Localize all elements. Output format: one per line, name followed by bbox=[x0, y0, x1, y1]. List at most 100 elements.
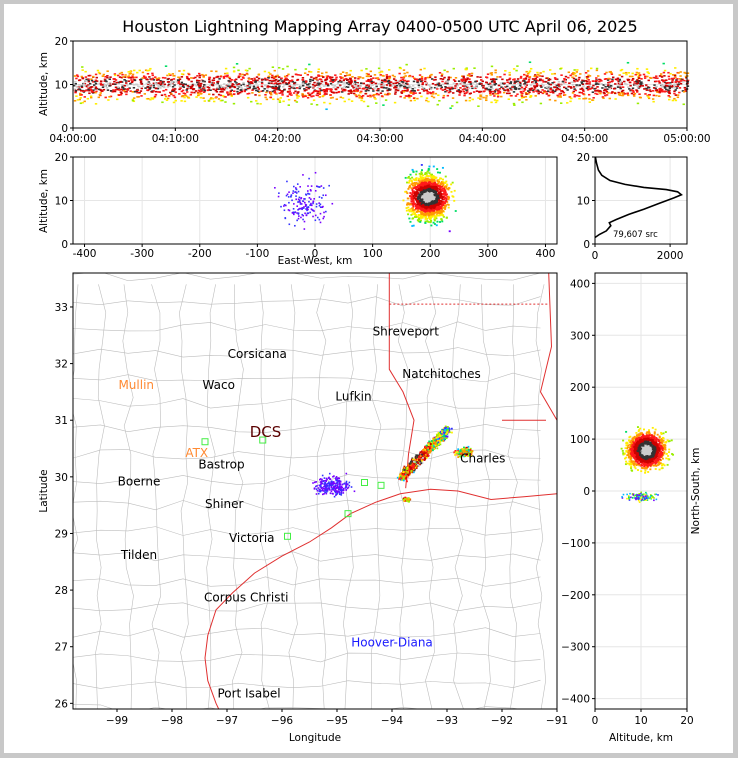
source-point bbox=[206, 86, 210, 88]
source-point bbox=[248, 92, 251, 95]
source-point bbox=[433, 201, 436, 204]
source-point bbox=[173, 84, 176, 86]
source-point bbox=[295, 101, 299, 103]
source-point bbox=[150, 78, 153, 81]
source-point bbox=[237, 85, 241, 88]
source-point bbox=[468, 96, 472, 99]
source-point bbox=[227, 80, 230, 82]
source-point bbox=[388, 81, 392, 83]
source-point bbox=[568, 82, 571, 84]
source-point bbox=[640, 78, 643, 80]
county-line bbox=[73, 627, 541, 638]
source-point bbox=[416, 189, 419, 191]
source-point bbox=[629, 84, 632, 87]
source-point bbox=[539, 102, 543, 105]
source-point bbox=[524, 81, 527, 84]
source-point bbox=[314, 219, 317, 222]
source-point bbox=[424, 78, 427, 80]
source-point bbox=[524, 95, 528, 98]
source-point bbox=[350, 79, 353, 82]
source-point bbox=[551, 89, 555, 92]
source-point bbox=[440, 185, 443, 188]
source-point bbox=[468, 99, 471, 102]
source-point bbox=[216, 81, 219, 83]
source-point bbox=[471, 98, 474, 101]
source-point bbox=[662, 62, 665, 65]
source-point bbox=[661, 79, 664, 81]
source-point bbox=[522, 90, 525, 93]
source-point bbox=[686, 80, 689, 83]
source-point bbox=[378, 71, 381, 74]
source-point bbox=[408, 180, 411, 182]
source-point bbox=[357, 76, 360, 78]
source-point bbox=[279, 82, 282, 85]
source-point bbox=[415, 181, 418, 184]
source-point bbox=[256, 86, 260, 88]
source-point bbox=[413, 186, 416, 189]
source-point bbox=[409, 195, 412, 198]
source-point bbox=[465, 68, 468, 71]
source-point bbox=[361, 94, 365, 97]
source-point bbox=[434, 205, 437, 208]
source-point bbox=[118, 76, 122, 78]
source-point bbox=[87, 85, 90, 88]
source-point bbox=[273, 69, 276, 72]
source-point bbox=[252, 85, 256, 88]
source-point bbox=[504, 86, 507, 88]
source-point bbox=[238, 91, 242, 94]
source-point bbox=[669, 86, 672, 88]
source-point bbox=[126, 84, 129, 87]
source-point bbox=[274, 78, 278, 81]
source-point bbox=[183, 100, 187, 103]
source-point bbox=[124, 74, 127, 76]
source-point bbox=[675, 80, 679, 83]
source-point bbox=[416, 97, 419, 100]
source-point bbox=[280, 90, 284, 92]
source-point bbox=[187, 78, 191, 81]
source-point bbox=[266, 86, 269, 89]
source-point bbox=[264, 77, 267, 80]
source-point bbox=[453, 199, 456, 202]
source-point bbox=[225, 87, 229, 90]
source-point bbox=[594, 81, 598, 83]
source-point bbox=[444, 200, 447, 203]
source-point bbox=[329, 77, 332, 80]
source-point bbox=[427, 181, 430, 183]
source-point bbox=[573, 72, 577, 75]
source-point bbox=[161, 82, 164, 84]
source-point bbox=[422, 202, 425, 204]
source-point bbox=[676, 94, 680, 96]
source-point bbox=[450, 427, 453, 430]
source-point bbox=[435, 214, 438, 217]
source-point bbox=[299, 203, 302, 205]
source-point bbox=[557, 95, 560, 98]
source-point bbox=[300, 203, 303, 205]
tick-label: 10 bbox=[55, 80, 68, 92]
source-point bbox=[84, 76, 88, 78]
source-point bbox=[222, 77, 226, 79]
source-point bbox=[240, 86, 243, 89]
source-point bbox=[624, 71, 628, 74]
source-point bbox=[472, 86, 475, 88]
source-point bbox=[95, 76, 98, 79]
source-point bbox=[446, 195, 449, 198]
source-point bbox=[431, 187, 434, 190]
source-point bbox=[504, 70, 507, 72]
source-point bbox=[447, 188, 450, 191]
source-point bbox=[278, 79, 281, 82]
source-point bbox=[160, 85, 163, 88]
source-point bbox=[425, 182, 428, 185]
source-point bbox=[98, 72, 102, 75]
source-point bbox=[443, 182, 446, 184]
source-point bbox=[603, 89, 606, 92]
source-point bbox=[418, 180, 421, 183]
source-point bbox=[417, 179, 420, 182]
source-point bbox=[681, 90, 685, 92]
source-point bbox=[217, 93, 221, 96]
source-point bbox=[423, 67, 426, 70]
source-point bbox=[401, 78, 405, 81]
source-point bbox=[405, 80, 409, 83]
source-point bbox=[527, 90, 530, 92]
source-point bbox=[539, 78, 542, 81]
source-point bbox=[164, 77, 167, 79]
